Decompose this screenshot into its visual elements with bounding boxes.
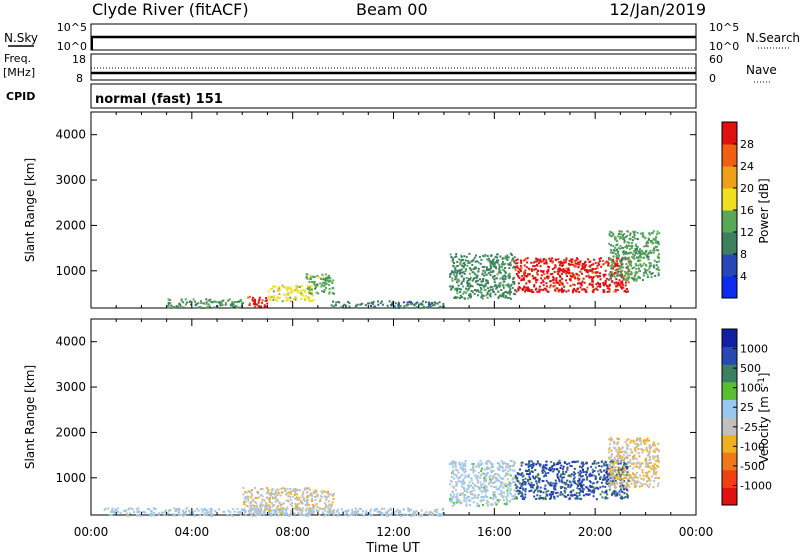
- nsky-tick-bottom: 10^0: [57, 40, 87, 53]
- power-y-tick-label: 3000: [55, 173, 86, 187]
- nave-label: Nave: [746, 63, 777, 77]
- velocity-colorbar-tick-label: -500: [740, 460, 765, 473]
- power-region-0: [247, 295, 269, 309]
- velocity-colorbar-swatch: [722, 452, 737, 471]
- time-tick-label: 00:00: [74, 525, 109, 539]
- power-y-tick-label: 4000: [55, 128, 86, 142]
- freq-panel: Freq. [MHz] 18 8 60 0 Nave: [3, 52, 777, 85]
- time-tick-label: 12:00: [376, 525, 411, 539]
- velocity-region-2: [449, 459, 517, 507]
- velocity-x-ticks: [90, 319, 697, 515]
- velocity-colorbar-tick-label: -25: [740, 421, 758, 434]
- velocity-colorbar-tick-label: -100: [740, 440, 765, 453]
- power-x-ticks: [90, 112, 697, 308]
- nsky-tick-top: 10^5: [57, 21, 87, 34]
- nsky-label: N.Sky: [4, 31, 38, 45]
- power-colorbar-swatch: [722, 122, 737, 145]
- power-colorbar-swatch: [722, 254, 737, 277]
- date-title: 12/Jan/2019: [609, 0, 706, 19]
- nsearch-tick-top: 10^5: [709, 21, 739, 34]
- power-colorbar-swatch: [722, 188, 737, 211]
- power-heatmap: [167, 230, 661, 310]
- power-region-4: [330, 300, 445, 310]
- freq-tick-top: 18: [72, 53, 86, 66]
- time-tick-label: 20:00: [578, 525, 613, 539]
- time-tick-label: 04:00: [175, 525, 210, 539]
- power-region-2: [305, 273, 335, 295]
- cpid-label: CPID: [6, 90, 35, 103]
- power-colorbar-swatch: [722, 276, 737, 299]
- nave-tick-top: 60: [709, 53, 723, 66]
- power-colorbar: 4 8 12 16 20 24 28: [721, 121, 754, 299]
- velocity-colorbar-swatch: [722, 346, 737, 365]
- power-y-label: Slant Range [km]: [23, 158, 37, 262]
- power-colorbar-swatch: [722, 166, 737, 189]
- power-region-3: [167, 298, 244, 310]
- power-colorbar-swatch: [722, 144, 737, 167]
- nave-tick-bottom: 0: [709, 72, 716, 85]
- power-region-5: [449, 252, 517, 300]
- power-colorbar-tick-label: 8: [740, 248, 747, 261]
- nsearch-tick-bottom: 10^0: [709, 40, 739, 53]
- velocity-colorbar-tick-label: 1000: [740, 343, 768, 356]
- power-colorbar-tick-label: 16: [740, 204, 754, 217]
- velocity-colorbar-swatch: [722, 434, 737, 453]
- power-colorbar-tick-label: 4: [740, 270, 747, 283]
- power-region-6: [514, 257, 630, 294]
- time-axis-labels: 00:00 04:00 08:00 12:00 16:00 20:00 00:00: [74, 525, 714, 539]
- power-colorbar-label: Power [dB]: [757, 178, 771, 243]
- velocity-colorbar-tick-label: 100: [740, 382, 761, 395]
- power-colorbar-tick-label: 24: [740, 160, 754, 173]
- time-tick-label: 08:00: [275, 525, 310, 539]
- velocity-y-ticks: 1000 2000 3000 4000: [55, 335, 696, 485]
- velocity-y-label: Slant Range [km]: [23, 365, 37, 469]
- power-colorbar-swatch: [722, 232, 737, 255]
- power-region-1: [267, 284, 315, 303]
- velocity-region-4: [607, 437, 660, 489]
- velocity-colorbar-tick-label: 500: [740, 362, 761, 375]
- power-colorbar-swatch: [722, 210, 737, 233]
- beam-title: Beam 00: [356, 0, 428, 19]
- nsky-panel: N.Sky 10^5 10^0 10^5 10^0 N.Search: [4, 21, 800, 53]
- velocity-colorbar-swatch: [722, 487, 737, 506]
- time-axis-title: Time UT: [365, 541, 419, 554]
- velocity-y-tick-label: 4000: [55, 335, 86, 349]
- freq-tick-bottom: 8: [76, 72, 83, 85]
- power-panel: 1000 2000 3000 4000 Slant Range [km] 4 8 12 16…: [23, 111, 771, 310]
- power-colorbar-tick-label: 28: [740, 138, 754, 151]
- velocity-region-1: [103, 507, 445, 517]
- power-region-7: [607, 230, 661, 282]
- velocity-y-tick-label: 1000: [55, 471, 86, 485]
- station-title: Clyde River (fitACF): [92, 0, 249, 19]
- cpid-panel: CPID normal (fast) 151: [6, 83, 697, 109]
- velocity-colorbar-tick-label: -1000: [740, 479, 772, 492]
- power-colorbar-tick-label: 12: [740, 226, 754, 239]
- velocity-colorbar-swatch: [722, 329, 737, 348]
- nsearch-label: N.Search: [746, 31, 800, 45]
- velocity-colorbar-swatch: [722, 399, 737, 418]
- power-y-tick-label: 2000: [55, 218, 86, 232]
- velocity-colorbar-swatch: [722, 469, 737, 488]
- velocity-colorbar-swatch: [722, 381, 737, 400]
- velocity-colorbar-label: Velocity [m s-1]: [757, 373, 771, 464]
- velocity-y-tick-label: 3000: [55, 380, 86, 394]
- freq-unit: [MHz]: [3, 66, 35, 79]
- velocity-y-tick-label: 2000: [55, 425, 86, 439]
- time-tick-label: 16:00: [477, 525, 512, 539]
- velocity-colorbar-swatch: [722, 364, 737, 383]
- velocity-colorbar-swatch: [722, 417, 737, 436]
- power-y-tick-label: 1000: [55, 264, 86, 278]
- time-tick-label: 00:00: [679, 525, 714, 539]
- power-colorbar-tick-label: 20: [740, 182, 754, 195]
- velocity-colorbar-tick-label: 25: [740, 401, 754, 414]
- freq-label: Freq.: [4, 52, 31, 65]
- cpid-value: normal (fast) 151: [95, 92, 223, 107]
- velocity-colorbar: -1000 -500 -100 -25 25 100 500 1000: [721, 328, 772, 506]
- power-y-ticks: 1000 2000 3000 4000: [55, 128, 696, 278]
- velocity-heatmap: [103, 437, 660, 517]
